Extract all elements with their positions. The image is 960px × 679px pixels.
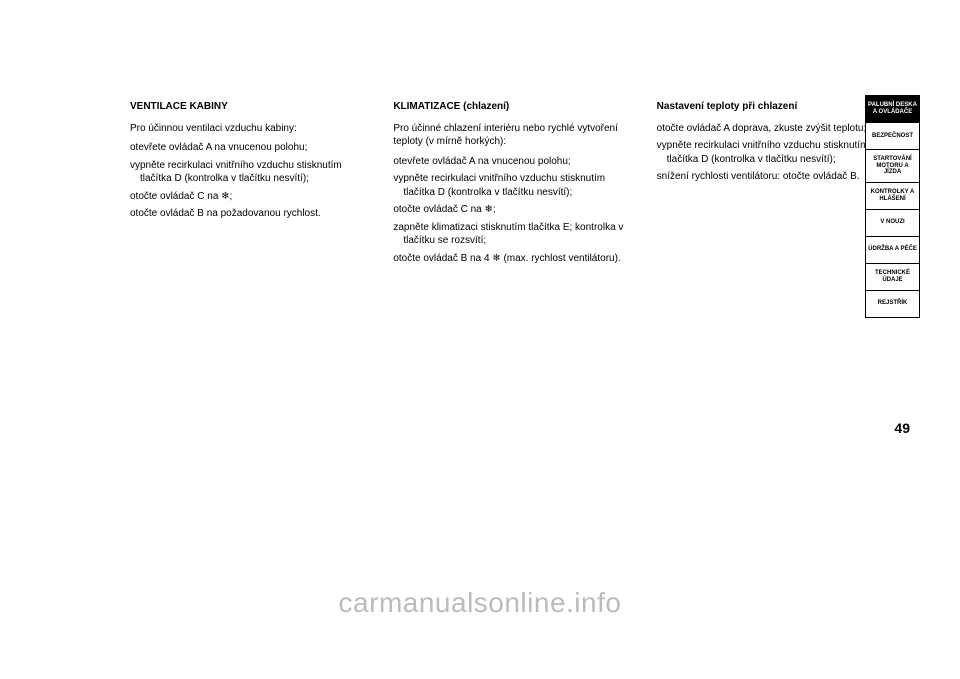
col1-item: vypněte recirkulaci vnitřního vzduchu st… xyxy=(130,159,373,186)
content-columns: VENTILACE KABINY Pro účinnou ventilaci v… xyxy=(130,100,900,269)
col1-item: otevřete ovládač A na vnucenou polohu; xyxy=(130,141,373,155)
col3-item: otočte ovládač A doprava, zkuste zvýšit … xyxy=(657,122,900,136)
column-2: KLIMATIZACE (chlazení) Pro účinné chlaze… xyxy=(393,100,636,269)
col2-intro: Pro účinné chlazení interiéru nebo rychl… xyxy=(393,122,636,149)
col2-item: otočte ovládač C na ❄; xyxy=(393,203,636,217)
tab-kontrolky[interactable]: KONTROLKY A HLÁŠENÍ xyxy=(865,182,920,210)
col1-item: otočte ovládač B na požadovanou rychlost… xyxy=(130,207,373,221)
tab-v-nouzi[interactable]: V NOUZI xyxy=(865,209,920,237)
tab-technicke[interactable]: TECHNICKÉ ÚDAJE xyxy=(865,263,920,291)
sidebar-tabs: PALUBNÍ DESKA A OVLÁDAČE BEZPEČNOST STAR… xyxy=(865,95,920,317)
column-1: VENTILACE KABINY Pro účinnou ventilaci v… xyxy=(130,100,373,269)
col1-intro: Pro účinnou ventilaci vzduchu kabiny: xyxy=(130,122,373,136)
tab-palubni-deska[interactable]: PALUBNÍ DESKA A OVLÁDAČE xyxy=(865,95,920,123)
watermark-text: carmanualsonline.info xyxy=(339,587,622,619)
col3-title: Nastavení teploty při chlazení xyxy=(657,100,900,114)
page-number: 49 xyxy=(894,420,910,436)
tab-bezpecnost[interactable]: BEZPEČNOST xyxy=(865,122,920,150)
col2-item: vypněte recirkulaci vnitřního vzduchu st… xyxy=(393,172,636,199)
tab-udrzba[interactable]: ÚDRŽBA A PÉČE xyxy=(865,236,920,264)
tab-startovani[interactable]: STARTOVÁNÍ MOTORU A JÍZDA xyxy=(865,149,920,183)
col3-item: vypněte recirkulaci vnitřního vzduchu st… xyxy=(657,139,900,166)
col2-item: zapněte klimatizaci stisknutím tlačítka … xyxy=(393,221,636,248)
col3-item: snížení rychlosti ventilátoru: otočte ov… xyxy=(657,170,900,184)
col2-title: KLIMATIZACE (chlazení) xyxy=(393,100,636,114)
col1-title: VENTILACE KABINY xyxy=(130,100,373,114)
col2-item: otevřete ovládač A na vnucenou polohu; xyxy=(393,155,636,169)
column-3: Nastavení teploty při chlazení otočte ov… xyxy=(657,100,900,269)
col2-item: otočte ovládač B na 4 ❄ (max. rychlost v… xyxy=(393,252,636,266)
col1-item: otočte ovládač C na ❄; xyxy=(130,190,373,204)
page-container: VENTILACE KABINY Pro účinnou ventilaci v… xyxy=(0,0,960,679)
tab-rejstrik[interactable]: REJSTŘÍK xyxy=(865,290,920,318)
